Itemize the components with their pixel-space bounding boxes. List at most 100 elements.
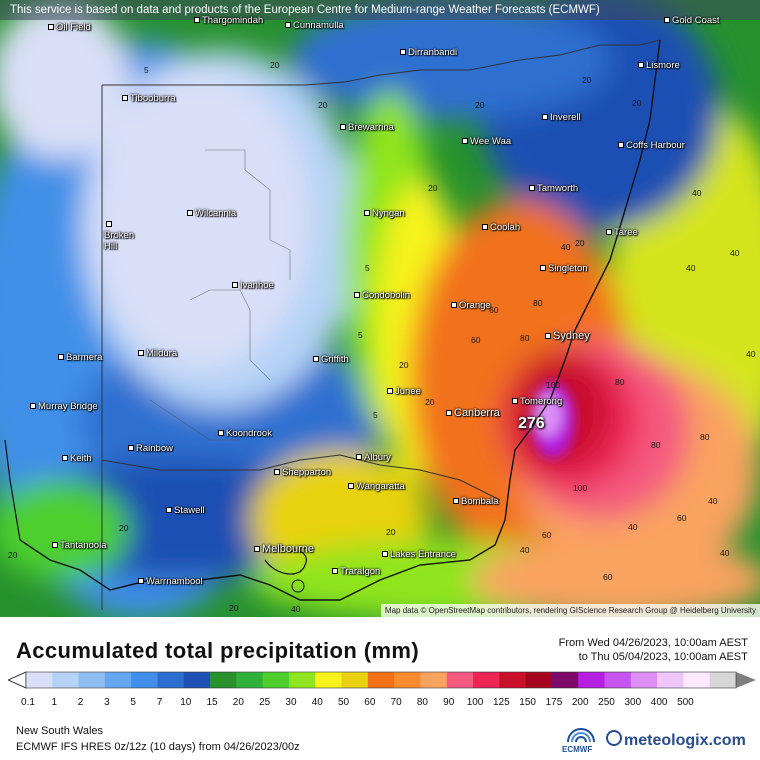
ecmwf-logo-text: ECMWF (562, 745, 593, 754)
city-label: Rainbow (136, 443, 173, 454)
city-marker-icon (254, 546, 260, 553)
city-label: Warrnambool (146, 576, 203, 587)
city-marker-icon (128, 445, 134, 452)
city-dirranbandi[interactable]: Dirranbandi (398, 47, 457, 58)
date-from: From Wed 04/26/2023, 10:00am AEST (558, 637, 748, 649)
map-attribution[interactable]: Map data © OpenStreetMap contributors, r… (380, 604, 760, 617)
city-label: Nyngan (372, 208, 405, 219)
city-marker-icon (62, 455, 68, 462)
legend-tick-label: 80 (416, 697, 428, 708)
legend-swatch (262, 672, 290, 688)
contour-label: 60 (603, 572, 613, 582)
meteologix-logo[interactable]: meteologix.com (606, 730, 746, 750)
city-marker-icon (285, 22, 291, 29)
city-condobolin[interactable]: Condobolin (352, 290, 410, 301)
city-taree[interactable]: Taree (604, 227, 638, 238)
city-tamworth[interactable]: Tamworth (527, 183, 578, 194)
legend-swatch (210, 672, 237, 688)
precipitation-map[interactable]: This service is based on data and produc… (0, 0, 760, 617)
legend-swatch (578, 672, 606, 688)
city-barmera[interactable]: Barmera (56, 352, 102, 363)
legend-bar (6, 671, 756, 689)
contour-label: 100 (546, 380, 561, 390)
city-label: Tibooburra (130, 93, 176, 104)
legend-tick-label: 40 (311, 697, 323, 708)
city-marker-icon (138, 578, 144, 585)
city-gold-coast[interactable]: Gold Coast (662, 15, 720, 26)
city-stawell[interactable]: Stawell (164, 505, 205, 516)
city-wangaratta[interactable]: Wangaratta (346, 481, 405, 492)
legend-swatch (657, 672, 684, 688)
city-broken-hill[interactable]: Broken Hill (104, 219, 144, 252)
city-marker-icon (348, 483, 354, 490)
contour-label: 60 (542, 530, 552, 540)
legend-tick-label: 0.1 (21, 697, 35, 708)
city-singleton[interactable]: Singleton (538, 263, 588, 274)
legend-swatch (367, 672, 395, 688)
city-canberra[interactable]: Canberra (444, 407, 500, 419)
city-wee-waa[interactable]: Wee Waa (460, 136, 511, 147)
city-ivanhoe[interactable]: Ivanhoe (230, 280, 274, 291)
city-label: Lismore (646, 60, 680, 71)
city-mildura[interactable]: Mildura (136, 348, 177, 359)
city-marker-icon (30, 403, 36, 410)
city-orange[interactable]: Orange (449, 300, 491, 311)
contour-label: 5 (365, 263, 370, 273)
city-bombala[interactable]: Bombala (451, 496, 499, 507)
city-coolah[interactable]: Coolah (480, 222, 520, 233)
city-label: Wilcannia (195, 208, 237, 219)
legend-swatch (394, 672, 421, 688)
legend-tick-label: 200 (571, 697, 589, 708)
city-coffs-harbour[interactable]: Coffs Harbour (616, 140, 685, 151)
city-oil-field[interactable]: Oil Field (46, 22, 91, 33)
city-marker-icon (512, 398, 518, 405)
city-label: Gold Coast (672, 15, 720, 26)
city-label: Keith (70, 453, 92, 464)
legend-swatch (315, 672, 343, 688)
city-marker-icon (606, 229, 612, 236)
city-brewarrina[interactable]: Brewarrina (338, 122, 394, 133)
city-tantanoola[interactable]: Tantanoola (50, 540, 106, 551)
legend-tick-label: 90 (443, 697, 455, 708)
city-marker-icon (382, 551, 388, 558)
city-marker-icon (52, 542, 58, 549)
legend-swatch (683, 672, 711, 688)
legend-swatch (236, 672, 264, 688)
city-shepparton[interactable]: Shepparton (272, 467, 331, 478)
city-lismore[interactable]: Lismore (636, 60, 680, 71)
city-thargomindah[interactable]: Thargomindah (192, 15, 263, 26)
city-melbourne[interactable]: Melbourne (252, 543, 314, 555)
city-label: Ivanhoe (240, 280, 274, 291)
city-murray-bridge[interactable]: Murray Bridge (28, 401, 98, 412)
legend-swatch (709, 672, 737, 688)
contour-label: 80 (700, 432, 710, 442)
contour-label: 60 (677, 513, 687, 523)
legend-tick-label: 125 (492, 697, 510, 708)
city-tomerong[interactable]: Tomerong (510, 396, 562, 407)
city-sydney[interactable]: Sydney (543, 330, 590, 342)
city-traralgon[interactable]: Traralgon (330, 566, 380, 577)
city-lakes-entrance[interactable]: Lakes Entrance (380, 549, 456, 560)
city-label: Dirranbandi (408, 47, 458, 58)
city-tibooburra[interactable]: Tibooburra (120, 93, 176, 104)
city-warrnambool[interactable]: Warrnambool (136, 576, 203, 587)
legend-tick-label: 30 (285, 697, 297, 708)
city-koondrook[interactable]: Koondrook (216, 428, 272, 439)
city-marker-icon (194, 17, 200, 24)
city-albury[interactable]: Albury (354, 452, 391, 463)
city-cunnamulla[interactable]: Cunnamulla (283, 20, 344, 31)
city-marker-icon (462, 138, 468, 145)
ecmwf-banner: This service is based on data and produc… (0, 0, 760, 20)
city-wilcannia[interactable]: Wilcannia (185, 208, 236, 219)
contour-label: 5 (144, 65, 149, 75)
city-inverell[interactable]: Inverell (540, 112, 581, 123)
city-griffith[interactable]: Griffith (311, 354, 349, 365)
city-rainbow[interactable]: Rainbow (126, 443, 173, 454)
city-junee[interactable]: Junee (385, 386, 421, 397)
legend-swatch (183, 672, 211, 688)
city-nyngan[interactable]: Nyngan (362, 208, 405, 219)
legend-swatch (288, 672, 316, 688)
city-marker-icon (356, 454, 362, 461)
city-marker-icon (664, 17, 670, 24)
city-keith[interactable]: Keith (60, 453, 92, 464)
